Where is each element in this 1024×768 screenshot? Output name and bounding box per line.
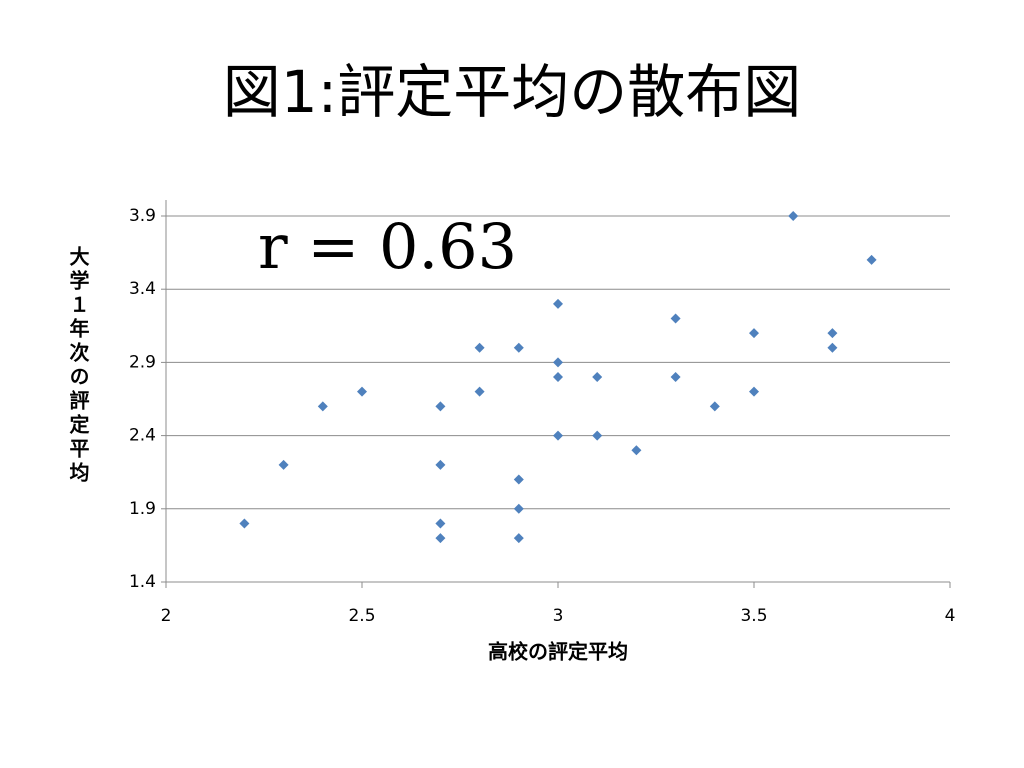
x-tick-label: 4 (945, 606, 956, 626)
point (435, 518, 446, 529)
annotation: r = 0.63 (258, 210, 517, 283)
x-axis-label: 高校の評定平均 (488, 640, 628, 664)
point (553, 430, 563, 441)
y-tick-label: 1.9 (129, 499, 156, 519)
y-tick-label: 1.4 (129, 572, 156, 592)
point (513, 533, 524, 544)
point (317, 401, 328, 412)
point (709, 401, 720, 412)
point (749, 386, 759, 397)
point (592, 372, 603, 383)
y-tick-label: 2.4 (129, 426, 156, 446)
point (435, 401, 446, 412)
point (513, 503, 524, 514)
point (239, 518, 250, 529)
point (788, 211, 799, 221)
point (357, 386, 367, 397)
point (435, 533, 446, 544)
point (513, 342, 524, 353)
chart-title: 図1:評定平均の散布図 (223, 58, 801, 126)
point (631, 445, 642, 456)
point (670, 372, 681, 383)
point (513, 474, 524, 485)
y-tick-label: 3.9 (129, 206, 156, 226)
point (749, 328, 759, 339)
y-tick-label: 3.4 (129, 279, 156, 299)
x-tick-label: 2.5 (348, 606, 375, 626)
y-axis-label: 大学１年次の評定平均 (66, 246, 90, 486)
point (553, 372, 563, 383)
point (435, 459, 446, 470)
point (474, 386, 485, 397)
point (278, 459, 289, 470)
point (866, 254, 877, 265)
x-tick-label: 2 (161, 606, 172, 626)
point (827, 328, 838, 339)
point (553, 357, 563, 368)
point (670, 313, 681, 324)
point (592, 430, 603, 441)
point (474, 342, 485, 353)
point (553, 298, 563, 309)
x-tick-label: 3 (553, 606, 564, 626)
x-tick-label: 3.5 (740, 606, 767, 626)
point (827, 342, 838, 353)
y-tick-label: 2.9 (129, 352, 156, 372)
